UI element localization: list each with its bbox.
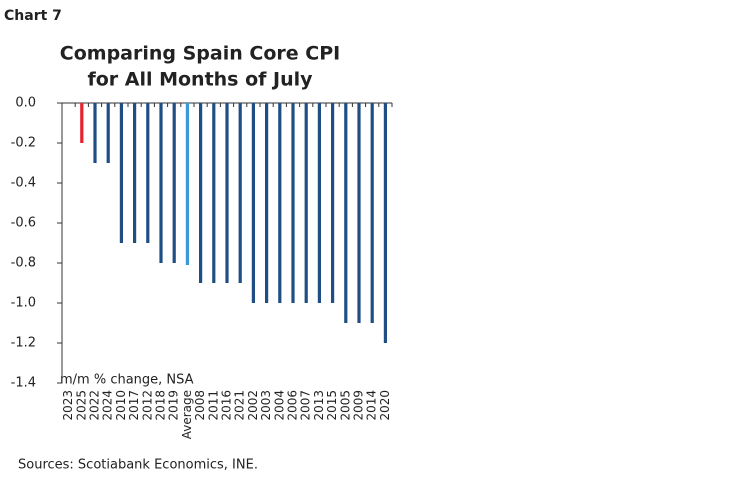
x-tick-label: 2016: [220, 390, 234, 421]
y-tick-label: -0.2: [11, 136, 36, 151]
x-tick-label: 2005: [338, 390, 352, 421]
y-tick-label: -1.2: [11, 336, 36, 351]
bar: [278, 103, 282, 303]
bar: [133, 103, 137, 243]
y-tick-label: -1.0: [11, 296, 36, 311]
x-tick-label: 2002: [246, 390, 260, 421]
x-tick-label: 2012: [140, 390, 154, 421]
x-tick-label: 2010: [114, 390, 128, 421]
y-tick-label: -1.4: [11, 376, 36, 391]
x-tick-label: 2011: [206, 390, 220, 421]
bar: [265, 103, 269, 303]
bar: [80, 103, 84, 143]
bar: [331, 103, 335, 303]
bar: [212, 103, 216, 283]
x-tick-label: 2008: [193, 390, 207, 421]
bar: [146, 103, 150, 243]
x-tick-label: 2020: [378, 390, 392, 421]
y-axis-label: m/m % change, NSA: [60, 373, 194, 388]
y-tick-label: -0.6: [11, 216, 36, 231]
chart-title: Comparing Spain Core CPI: [60, 43, 340, 65]
bar: [344, 103, 348, 323]
y-tick-label: 0.0: [15, 96, 36, 111]
bar: [251, 103, 255, 303]
x-tick-label: 2013: [312, 390, 326, 421]
y-tick-label: -0.8: [11, 256, 36, 271]
x-tick-label: 2019: [167, 390, 181, 421]
bar: [119, 103, 123, 243]
x-tick-label: 2022: [88, 390, 102, 421]
x-tick-label: 2015: [325, 390, 339, 421]
bar: [357, 103, 361, 323]
x-tick-label: 2017: [127, 390, 141, 421]
bar: [159, 103, 163, 263]
bar: [225, 103, 229, 283]
x-tick-label: 2018: [154, 390, 168, 421]
x-tick-label: 2009: [352, 390, 366, 421]
bar: [106, 103, 110, 163]
x-tick-label: 2024: [101, 390, 115, 421]
bar: [291, 103, 295, 303]
bar: [370, 103, 374, 323]
x-tick-label: 2003: [259, 390, 273, 421]
y-tick-label: -0.4: [11, 176, 36, 191]
x-tick-label: 2025: [74, 390, 88, 421]
x-tick-label: 2006: [286, 390, 300, 421]
bar: [185, 103, 189, 265]
bar: [383, 103, 387, 343]
bar: [199, 103, 203, 283]
x-tick-label: 2023: [61, 390, 75, 421]
bar: [317, 103, 321, 303]
bar: [93, 103, 97, 163]
bar: [172, 103, 176, 263]
source: Sources: Scotiabank Economics, INE.: [18, 458, 258, 473]
x-tick-label: 2007: [299, 390, 313, 421]
x-tick-label: 2004: [272, 390, 286, 421]
chart-title: for All Months of July: [87, 69, 313, 91]
x-tick-label: 2021: [233, 390, 247, 421]
x-tick-label: Average: [180, 390, 194, 439]
x-tick-label: 2014: [365, 390, 379, 421]
bar: [304, 103, 308, 303]
chart-label: Chart 7: [4, 8, 62, 24]
bar: [238, 103, 242, 283]
